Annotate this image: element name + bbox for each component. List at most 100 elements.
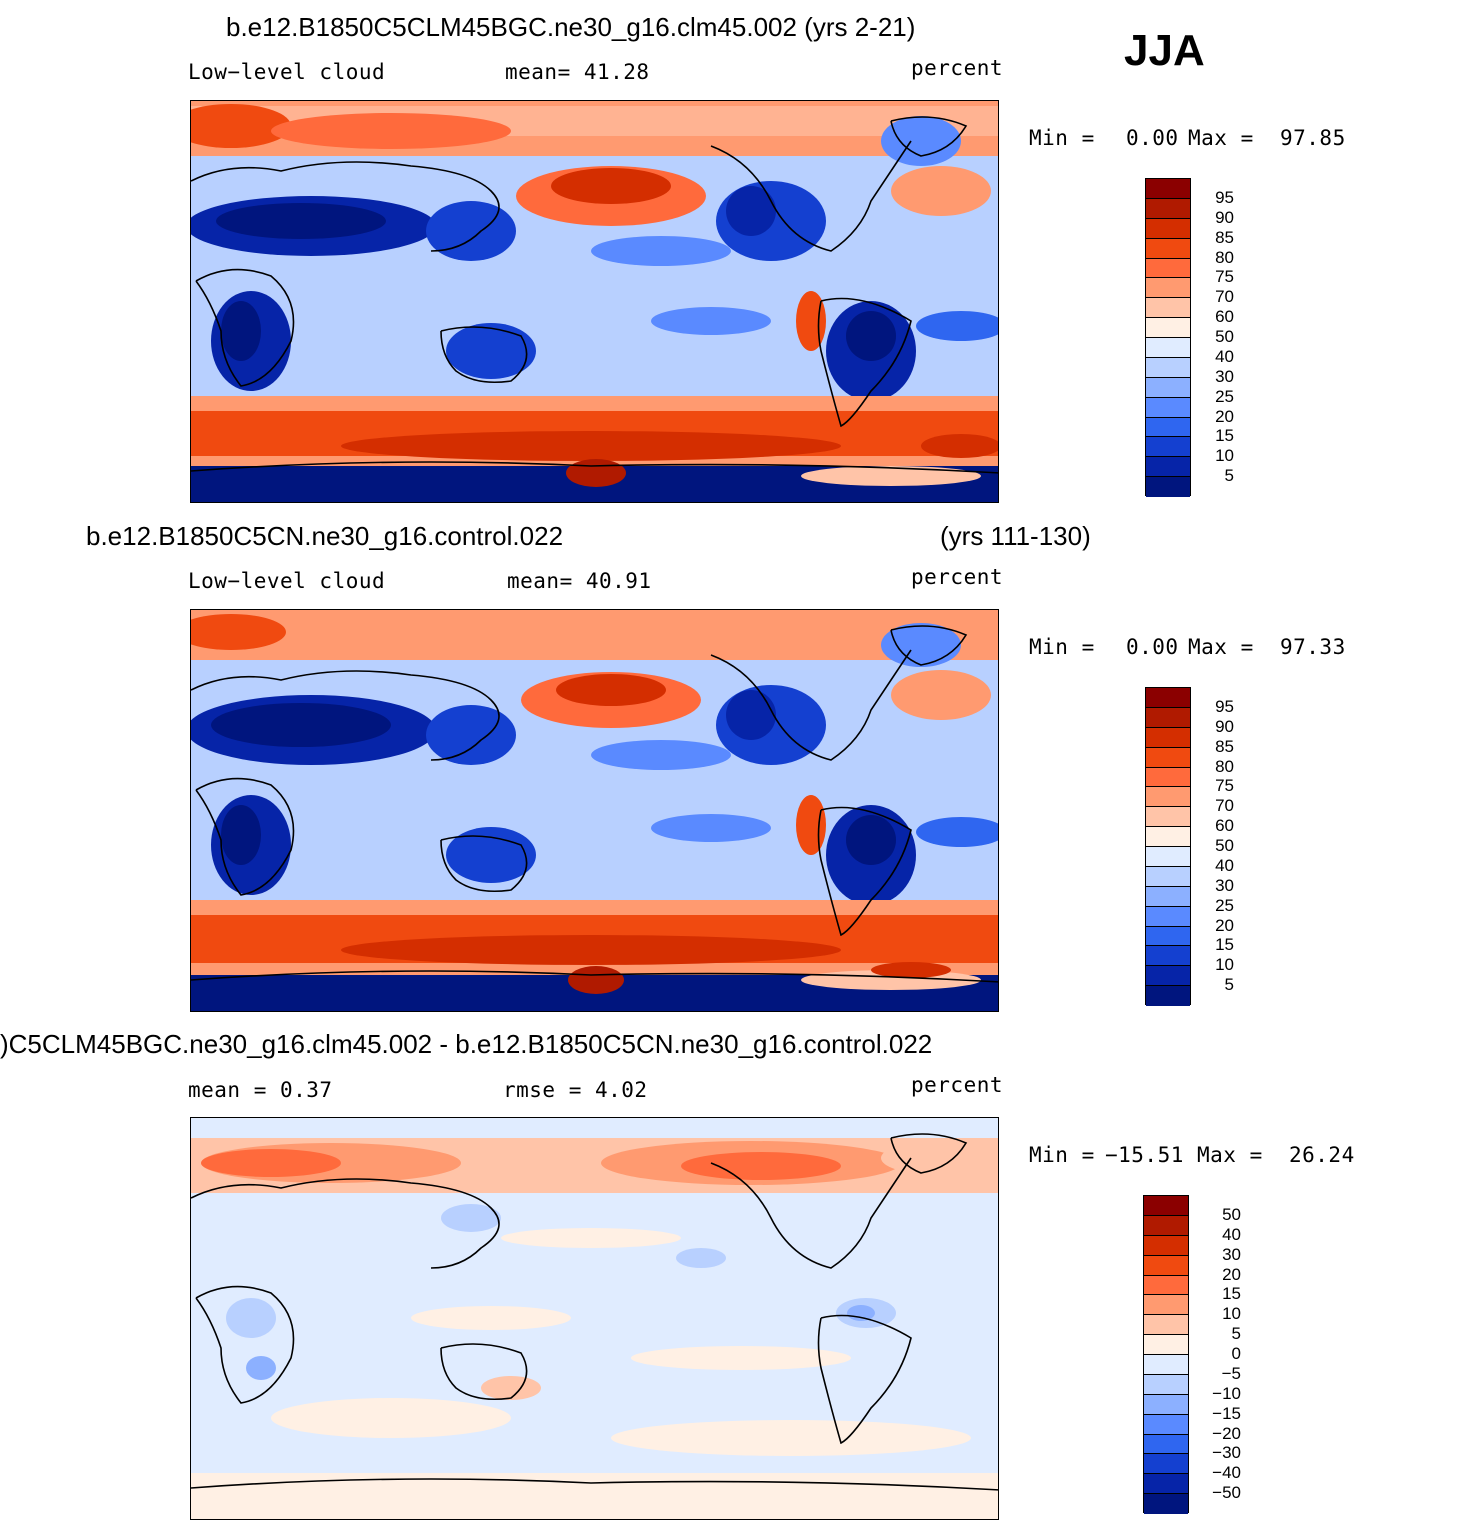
colorbar-swatch	[1146, 886, 1190, 907]
colorbar-swatch	[1146, 318, 1190, 338]
colorbar-tick-label: 50	[1215, 327, 1234, 346]
colorbar-tick-label: 90	[1215, 207, 1234, 227]
colorbar-tick-label: 10	[1215, 955, 1234, 975]
colorbar-tick-label: −30	[1212, 1443, 1241, 1463]
panel1-max-label: Max =	[1188, 126, 1254, 150]
panel3-max-label: Max =	[1197, 1143, 1263, 1167]
panel3-mean-label: mean = 0.37	[188, 1078, 333, 1102]
colorbar-tick-label: 0	[1231, 1344, 1241, 1363]
colorbar-tick-label: −15	[1212, 1403, 1241, 1423]
colorbar-swatch	[1146, 338, 1190, 358]
panel1-title: b.e12.B1850C5CLM45BGC.ne30_g16.clm45.002…	[226, 12, 916, 42]
panel3-title: )C5CLM45BGC.ne30_g16.clm45.002 - b.e12.B…	[0, 1029, 933, 1059]
colorbar-swatch	[1144, 1394, 1188, 1415]
colorbar-swatch	[1144, 1474, 1188, 1495]
colorbar-tick-label: 40	[1222, 1224, 1241, 1244]
colorbar-tick-label: 25	[1215, 386, 1234, 406]
colorbar-tick-label: 80	[1215, 756, 1234, 776]
colorbar-swatch	[1146, 417, 1190, 438]
colorbar-swatch	[1144, 1414, 1188, 1435]
colorbar-tick-label: 30	[1215, 875, 1234, 895]
colorbar-tick-label: 15	[1215, 935, 1234, 955]
colorbar-tick-label: 5	[1231, 1324, 1241, 1344]
colorbar-tick-label: −40	[1212, 1463, 1241, 1483]
panel2-min-value: 0.00	[1126, 635, 1179, 659]
colorbar-tick-label: 75	[1215, 267, 1234, 287]
colorbar-swatch	[1144, 1494, 1188, 1514]
colorbar-tick-label: 75	[1215, 776, 1234, 796]
colorbar-swatch	[1146, 179, 1190, 199]
colorbar-swatch	[1146, 946, 1190, 967]
colorbar-tick-label: −50	[1212, 1483, 1241, 1503]
colorbar-tick-label: 15	[1215, 426, 1234, 446]
panel2-colorbar	[1145, 687, 1191, 1006]
colorbar-swatch	[1146, 278, 1190, 299]
colorbar-tick-label: 20	[1222, 1264, 1241, 1284]
colorbar-tick-label: 5	[1224, 975, 1234, 995]
colorbar-swatch	[1146, 787, 1190, 808]
colorbar-tick-label: −10	[1212, 1383, 1241, 1403]
colorbar-tick-label: 30	[1215, 366, 1234, 386]
colorbar-swatch	[1146, 218, 1190, 239]
colorbar-tick-label: 60	[1215, 307, 1234, 327]
panel3-max-value: 26.24	[1289, 1143, 1355, 1167]
panel3-units-label: percent	[911, 1073, 1004, 1097]
panel1-units-label: percent	[911, 56, 1004, 80]
panel1-mean-label: mean= 41.28	[505, 60, 650, 84]
colorbar-tick-label: 50	[1222, 1204, 1241, 1224]
colorbar-swatch	[1146, 298, 1190, 319]
colorbar-tick-label: 70	[1215, 796, 1234, 816]
colorbar-tick-label: 20	[1215, 406, 1234, 426]
colorbar-swatch	[1144, 1434, 1188, 1455]
panel1-variable-label: Low−level cloud	[188, 60, 386, 84]
colorbar-swatch	[1144, 1295, 1188, 1316]
colorbar-swatch	[1144, 1275, 1188, 1296]
colorbar-tick-label: −5	[1221, 1363, 1241, 1383]
colorbar-swatch	[1146, 847, 1190, 867]
colorbar-tick-label: 20	[1215, 915, 1234, 935]
panel1-colorbar	[1145, 178, 1191, 497]
colorbar-swatch	[1146, 457, 1190, 478]
colorbar-swatch	[1146, 688, 1190, 708]
panel3-colorbar	[1143, 1195, 1189, 1514]
colorbar-tick-label: 95	[1215, 187, 1234, 207]
colorbar-tick-label: 40	[1215, 855, 1234, 875]
colorbar-swatch	[1146, 707, 1190, 728]
colorbar-swatch	[1144, 1196, 1188, 1216]
colorbar-swatch	[1146, 906, 1190, 927]
panel2-min-label: Min =	[1029, 635, 1095, 659]
colorbar-tick-label: 85	[1215, 736, 1234, 756]
colorbar-swatch	[1144, 1355, 1188, 1375]
colorbar-tick-label: −20	[1212, 1423, 1241, 1443]
colorbar-tick-label: 10	[1215, 446, 1234, 466]
panel1-min-label: Min =	[1029, 126, 1095, 150]
colorbar-swatch	[1146, 258, 1190, 279]
colorbar-swatch	[1146, 198, 1190, 219]
colorbar-swatch	[1144, 1335, 1188, 1355]
colorbar-swatch	[1146, 727, 1190, 748]
colorbar-swatch	[1146, 807, 1190, 828]
panel2-map	[190, 609, 999, 1012]
panel1-map	[190, 100, 999, 503]
colorbar-swatch	[1144, 1255, 1188, 1276]
colorbar-tick-label: 5	[1224, 466, 1234, 486]
panel2-title: b.e12.B1850C5CN.ne30_g16.control.022	[86, 521, 564, 551]
panel3-rmse-label: rmse = 4.02	[503, 1078, 648, 1102]
colorbar-tick-label: 85	[1215, 227, 1234, 247]
colorbar-swatch	[1144, 1374, 1188, 1395]
panel2-variable-label: Low−level cloud	[188, 569, 386, 593]
colorbar-tick-label: 40	[1215, 346, 1234, 366]
colorbar-tick-label: 70	[1215, 287, 1234, 307]
colorbar-swatch	[1146, 866, 1190, 887]
panel1-min-value: 0.00	[1126, 126, 1179, 150]
colorbar-swatch	[1146, 986, 1190, 1006]
panel2-max-label: Max =	[1188, 635, 1254, 659]
season-label: JJA	[1124, 26, 1205, 75]
colorbar-swatch	[1144, 1454, 1188, 1475]
colorbar-swatch	[1146, 966, 1190, 987]
colorbar-tick-label: 95	[1215, 696, 1234, 716]
colorbar-tick-label: 90	[1215, 716, 1234, 736]
panel2-units-label: percent	[911, 565, 1004, 589]
colorbar-swatch	[1146, 437, 1190, 458]
panel3-field	[191, 1118, 998, 1519]
